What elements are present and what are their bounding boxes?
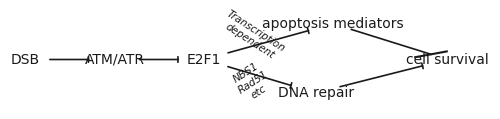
- Text: DNA repair: DNA repair: [278, 86, 354, 100]
- Text: cell survival: cell survival: [406, 52, 489, 67]
- Text: Transcription
dependent: Transcription dependent: [218, 9, 287, 64]
- Text: E2F1: E2F1: [186, 52, 221, 67]
- Text: apoptosis mediators: apoptosis mediators: [262, 17, 404, 31]
- Text: NBS1
Rad51
etc: NBS1 Rad51 etc: [230, 60, 276, 106]
- Text: ATM/ATR: ATM/ATR: [84, 52, 144, 67]
- Text: DSB: DSB: [10, 52, 40, 67]
